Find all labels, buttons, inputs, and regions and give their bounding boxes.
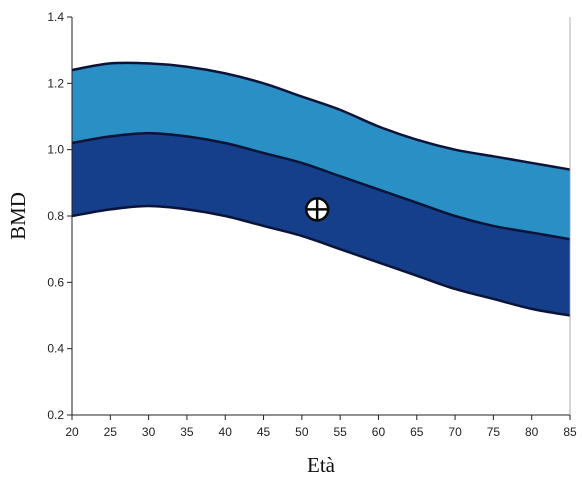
y-axis-title: BMD (6, 192, 30, 240)
x-tick-label: 45 (257, 425, 271, 439)
band-1 (72, 62, 570, 240)
band-1-upper-edge (71, 61, 571, 171)
band-2-upper-edge (71, 131, 571, 241)
x-tick-label: 70 (448, 425, 462, 439)
y-tick-label: 1.2 (47, 76, 64, 90)
bands-layer (71, 61, 571, 317)
x-tick-label: 30 (142, 425, 156, 439)
y-tick-label: 0.2 (47, 408, 64, 422)
ticks-layer: 20 25 30 35 40 45 50 55 60 65 70 75 80 85 0.2 0.4 0.6 0.8… (47, 10, 577, 439)
x-tick-label: 75 (487, 425, 501, 439)
band-2-lower-edge (71, 204, 571, 317)
x-tick-label: 20 (65, 425, 79, 439)
x-tick-label: 60 (372, 425, 386, 439)
x-tick-label: 80 (525, 425, 539, 439)
y-tick-label: 0.6 (47, 275, 64, 289)
x-tick-label: 85 (563, 425, 577, 439)
x-tick-label: 40 (219, 425, 233, 439)
patient-point (304, 197, 330, 222)
x-tick-label: 35 (180, 425, 194, 439)
y-tick-label: 0.8 (47, 209, 64, 223)
y-tick-label: 1.4 (47, 10, 64, 24)
points-layer (304, 197, 330, 222)
band-2 (72, 133, 570, 316)
x-axis-title: Età (307, 453, 336, 477)
x-tick-label: 55 (333, 425, 347, 439)
y-tick-label: 1.0 (47, 143, 64, 157)
x-tick-label: 25 (104, 425, 118, 439)
x-tick-label: 50 (295, 425, 309, 439)
x-tick-label: 65 (410, 425, 424, 439)
y-tick-label: 0.4 (47, 342, 64, 356)
